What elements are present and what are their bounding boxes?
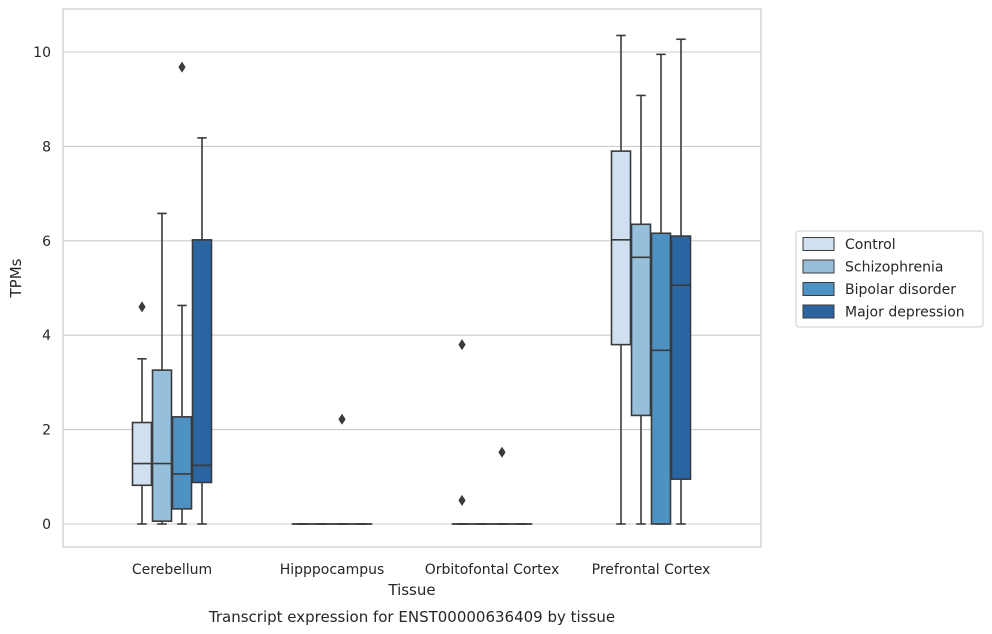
- box-iqr: [151, 369, 173, 522]
- box-iqr: [131, 421, 153, 487]
- legend-swatch: [802, 259, 835, 274]
- box-iqr: [171, 416, 193, 510]
- legend-label: Control: [845, 237, 896, 253]
- y-tick-labels: 0 2 4 6 8 10: [33, 45, 51, 533]
- box-control: [610, 34, 632, 525]
- legend-swatch: [802, 282, 835, 296]
- plot-area-frame: [62, 8, 762, 548]
- legend-label: Major depression: [845, 305, 965, 321]
- y-tick-label: 10: [33, 45, 51, 61]
- legend-label: Bipolar disorder: [845, 282, 956, 298]
- outlier-point: [338, 413, 346, 425]
- x-axis-title: Tissue: [387, 581, 435, 599]
- box-iqr: [650, 232, 672, 525]
- outlier-point: [498, 446, 506, 458]
- box-iqr: [191, 239, 213, 484]
- box-series: [131, 34, 692, 525]
- x-tick-label: Cerebellum: [132, 562, 212, 578]
- x-tick-labels: Cerebellum Hipppocampus Orbitofontal Corte…: [132, 562, 710, 578]
- box-major-depression: [670, 38, 692, 525]
- box-bipolar-disorder: [491, 446, 513, 525]
- legend-frame: [795, 230, 984, 328]
- box-bipolar-disorder: [171, 61, 193, 525]
- y-tick-label: 6: [42, 234, 51, 250]
- box-schizophrenia: [630, 94, 652, 525]
- box-control: [451, 339, 473, 525]
- y-tick-label: 4: [42, 328, 51, 344]
- chart-caption: Transcript expression for ENST0000063640…: [208, 608, 615, 626]
- box-iqr: [670, 235, 692, 480]
- outlier-point: [458, 339, 466, 351]
- outlier-point: [178, 61, 186, 73]
- x-tick-label: Prefrontal Cortex: [592, 562, 711, 578]
- box-bipolar-disorder: [331, 413, 353, 525]
- x-tick-label: Orbitofontal Cortex: [425, 562, 560, 578]
- box-iqr: [610, 150, 632, 346]
- box-schizophrenia: [151, 212, 173, 525]
- box-bipolar-disorder: [650, 53, 672, 525]
- y-tick-label: 0: [42, 517, 51, 533]
- x-tick-label: Hipppocampus: [280, 562, 385, 578]
- box-iqr: [630, 223, 652, 417]
- y-tick-label: 8: [42, 139, 51, 155]
- legend-swatch: [802, 237, 835, 251]
- legend: Control Schizophrenia Bipolar disorder Majo…: [795, 230, 984, 328]
- y-tick-label: 2: [42, 423, 51, 439]
- box-major-depression: [191, 137, 213, 525]
- outlier-point: [458, 494, 466, 506]
- legend-label: Schizophrenia: [845, 260, 943, 276]
- box-control: [131, 301, 153, 525]
- outlier-point: [138, 301, 146, 313]
- legend-swatch: [802, 304, 835, 319]
- y-axis-title: TPMs: [7, 258, 25, 298]
